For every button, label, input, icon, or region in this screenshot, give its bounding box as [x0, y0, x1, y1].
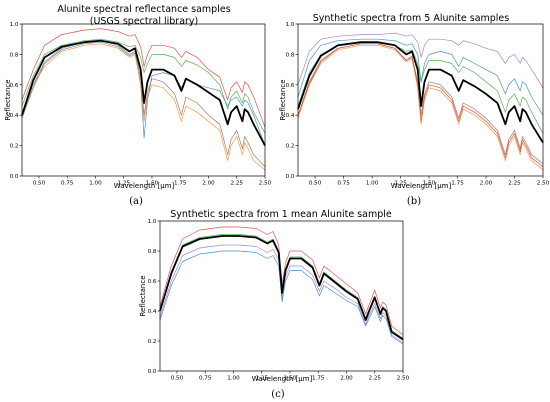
y-tick-label: 0.0 — [10, 174, 19, 180]
series-line-0 — [159, 226, 404, 336]
x-tick-label: 2.00 — [340, 376, 353, 382]
x-tick-label: 1.50 — [284, 376, 297, 382]
figure-caption: (a) — [129, 196, 143, 207]
series-line-2 — [21, 40, 266, 168]
x-tick-label: 0.75 — [199, 376, 212, 382]
x-tick-label: 2.25 — [508, 181, 521, 187]
x-tick-label: 2.25 — [369, 376, 382, 382]
x-tick-label: 1.75 — [451, 181, 464, 187]
series-line-5 — [297, 43, 544, 165]
y-tick-label: 1.0 — [148, 219, 157, 225]
x-tick-label: 2.00 — [202, 181, 215, 187]
y-axis-label: Reflectance — [4, 79, 12, 120]
y-tick-label: 0.0 — [286, 174, 295, 180]
x-tick-label: 2.50 — [397, 376, 410, 382]
x-tick-label: 0.50 — [33, 181, 46, 187]
y-axis-label: Reflectance — [139, 275, 147, 316]
series-line-mean — [297, 41, 544, 144]
y-tick-label: 0.8 — [10, 52, 19, 58]
chart-panel-b: Synthetic spectra from 5 Alunite samples… — [279, 13, 550, 207]
series-line-mean — [159, 235, 404, 341]
x-tick-label: 1.00 — [227, 376, 240, 382]
y-tick-label: 1.0 — [286, 22, 295, 28]
series-line-mean — [21, 39, 266, 147]
y-tick-label: 0.6 — [10, 83, 19, 89]
y-tick-label: 0.4 — [10, 113, 19, 119]
y-tick-label: 0.8 — [286, 52, 295, 58]
y-tick-label: 0.0 — [148, 369, 157, 375]
series-line-1 — [21, 38, 266, 134]
x-tick-label: 1.00 — [89, 181, 102, 187]
plot-frame — [159, 220, 404, 372]
chart-title: Alunite spectral reflectance samples — [57, 4, 230, 15]
series-line-4 — [159, 250, 404, 345]
series-line-3 — [21, 41, 266, 146]
figure-caption: (b) — [407, 196, 421, 207]
x-tick-label: 0.50 — [171, 376, 184, 382]
chart-title: Synthetic spectra from 1 mean Alunite sa… — [170, 209, 392, 220]
x-tick-label: 1.75 — [174, 181, 187, 187]
chart-subtitle: (USGS spectral library) — [90, 16, 199, 27]
y-tick-label: 0.4 — [148, 309, 157, 315]
x-tick-label: 1.25 — [117, 181, 130, 187]
x-tick-label: 2.50 — [259, 181, 272, 187]
x-axis-label: Wavelength [μm] — [391, 182, 452, 190]
plot-frame — [297, 23, 544, 177]
chart-panel-c: Synthetic spectra from 1 mean Alunite sa… — [139, 209, 410, 400]
y-tick-label: 0.2 — [10, 144, 19, 150]
x-tick-label: 0.50 — [309, 181, 322, 187]
x-tick-label: 1.50 — [423, 181, 436, 187]
x-tick-label: 1.75 — [312, 376, 325, 382]
plot-frame — [21, 23, 266, 177]
y-tick-label: 0.2 — [148, 339, 157, 345]
series-line-4 — [21, 43, 266, 171]
series-line-1 — [297, 38, 544, 116]
x-tick-label: 1.00 — [366, 181, 379, 187]
x-axis-label: Wavelength [μm] — [114, 182, 175, 190]
x-axis-label: Wavelength [μm] — [252, 375, 313, 383]
chart-title: Synthetic spectra from 5 Alunite samples — [313, 13, 510, 24]
figure-caption: (c) — [271, 389, 285, 400]
y-tick-label: 1.0 — [10, 22, 19, 28]
y-tick-label: 0.8 — [148, 249, 157, 255]
y-tick-label: 0.6 — [286, 83, 295, 89]
x-tick-label: 1.25 — [394, 181, 407, 187]
x-tick-label: 2.00 — [480, 181, 493, 187]
y-tick-label: 0.4 — [286, 113, 295, 119]
chart-panel-a: Alunite spectral reflectance samples (US… — [4, 4, 272, 207]
x-tick-label: 1.25 — [255, 376, 268, 382]
x-tick-label: 2.25 — [231, 181, 244, 187]
y-tick-label: 0.2 — [286, 144, 295, 150]
x-tick-label: 0.75 — [61, 181, 74, 187]
x-tick-label: 1.50 — [146, 181, 159, 187]
y-axis-label: Reflectance — [279, 79, 287, 120]
series-line-3 — [159, 244, 404, 343]
series-line-0 — [297, 32, 544, 88]
series-line-4 — [297, 44, 544, 171]
x-tick-label: 0.75 — [337, 181, 350, 187]
series-line-0 — [21, 28, 266, 128]
x-tick-label: 2.50 — [537, 181, 550, 187]
y-tick-label: 0.6 — [148, 279, 157, 285]
